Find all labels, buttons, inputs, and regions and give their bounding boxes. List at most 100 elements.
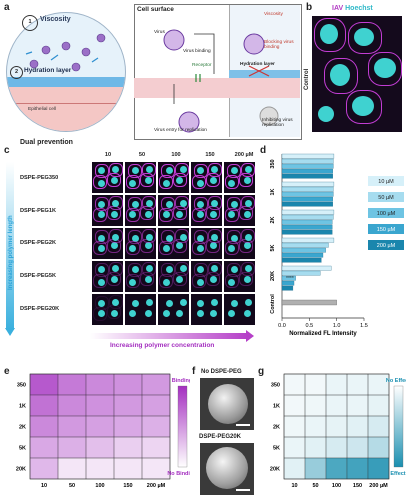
heat-cell <box>325 394 348 417</box>
cell-membrane-right <box>229 78 300 98</box>
heat-cell <box>85 457 115 480</box>
row-peg20k: DSPE-PEG20K <box>20 306 60 312</box>
concentration-arrow <box>90 333 248 339</box>
legend-swatch <box>368 208 404 218</box>
heat-cell <box>29 394 59 417</box>
col-label: 10 <box>291 483 297 489</box>
legend-label: 50 µM <box>378 195 394 201</box>
control-row-label: Control <box>304 68 310 90</box>
heat-cell <box>85 394 115 417</box>
bar <box>281 168 333 174</box>
col-label: 10 <box>41 483 47 489</box>
hydration-layer-label: Hydration layer <box>24 67 72 74</box>
heat-cell <box>304 457 327 480</box>
micrograph-tile <box>158 195 189 226</box>
col-label: 200 µM <box>369 483 388 489</box>
bar <box>281 219 333 225</box>
heat-cell <box>113 415 143 438</box>
bar <box>281 265 332 271</box>
legend-swatch <box>368 192 404 202</box>
heat-cell <box>325 373 348 396</box>
bar <box>281 270 321 276</box>
bar <box>281 242 329 248</box>
micrograph-tile <box>125 162 156 193</box>
heat-cell <box>346 415 369 438</box>
micrograph-tile <box>224 162 255 193</box>
bar <box>281 252 324 258</box>
control-micrograph <box>312 16 402 132</box>
group-label: Control <box>270 294 276 314</box>
viscosity-label: Viscosity <box>40 16 71 23</box>
micrograph-tile <box>158 294 189 325</box>
row-label: 20K <box>270 467 280 473</box>
heat-cell <box>346 457 369 480</box>
heat-cell <box>367 457 390 480</box>
heat-cell <box>57 457 87 480</box>
heat-cell <box>283 373 306 396</box>
row-peg350: DSPE-PEG350 <box>20 175 59 181</box>
micrograph-tile <box>158 162 189 193</box>
micrograph-tile <box>125 294 156 325</box>
col-10: 10 <box>104 152 112 158</box>
bar <box>281 285 294 291</box>
x-tick-label: 1.0 <box>333 323 341 329</box>
legend-swatch <box>368 176 404 186</box>
micrograph-tile <box>191 162 222 193</box>
micrograph-tile <box>158 228 189 259</box>
heat-cell <box>141 394 171 417</box>
col-150: 150 <box>205 152 215 158</box>
heat-cell <box>85 415 115 438</box>
bar <box>281 275 296 281</box>
bar <box>281 247 326 253</box>
virus-particles <box>25 33 106 72</box>
heat-cell <box>325 436 348 459</box>
row-label: 1K <box>273 404 280 410</box>
micrograph-tile <box>224 195 255 226</box>
heat-cell <box>29 457 59 480</box>
heat-cell <box>85 436 115 459</box>
dual-prevention-label: Dual prevention <box>20 139 73 146</box>
legend-label: 150 µM <box>377 227 396 233</box>
heat-cell <box>141 415 171 438</box>
group-label: 350 <box>270 159 276 168</box>
no-peg-label: No DSPE-PEG <box>201 369 242 375</box>
legend-swatch <box>368 240 404 250</box>
hydration-right-label: Hydration layer <box>240 62 275 67</box>
blocking-label: Blocking virus binding <box>264 40 294 50</box>
micrograph-tile <box>191 228 222 259</box>
bar <box>281 173 333 179</box>
x-tick-label: 0.0 <box>278 323 286 329</box>
micrograph-tile <box>92 228 123 259</box>
viscosity-right-label: Viscosity <box>264 12 283 17</box>
group-label: 1K <box>270 188 276 195</box>
legend-swatch <box>368 224 404 234</box>
virus-entry-label: Virus entry for replication <box>154 128 207 133</box>
heat-cell <box>283 394 306 417</box>
sem-peg20k <box>200 443 254 495</box>
heat-cell <box>141 373 171 396</box>
micrograph-tile <box>92 195 123 226</box>
bar <box>281 209 335 215</box>
bar <box>281 163 334 169</box>
panel-g-label: g <box>258 366 265 377</box>
legend-label: 10 µM <box>378 179 394 185</box>
heat-cell <box>283 415 306 438</box>
col-200: 200 µM <box>234 152 254 158</box>
heat-cell <box>304 436 327 459</box>
control-bar <box>281 299 337 306</box>
micrograph-tile <box>125 228 156 259</box>
micrograph-tile <box>224 294 255 325</box>
legend-top-label: No Effect <box>386 378 406 384</box>
heat-cell <box>57 373 87 396</box>
heat-cell <box>367 415 390 438</box>
length-arrow-label: Increasing polymer length <box>8 215 14 290</box>
bar <box>281 181 335 187</box>
heat-cell <box>141 436 171 459</box>
bar <box>281 237 335 243</box>
heat-cell <box>113 373 143 396</box>
panel-a-circle <box>6 12 126 132</box>
micrograph-tile <box>92 162 123 193</box>
col-label: 50 <box>69 483 75 489</box>
col-50: 50 <box>138 152 146 158</box>
inhibiting-label: Inhibiting virus replication <box>262 118 293 128</box>
